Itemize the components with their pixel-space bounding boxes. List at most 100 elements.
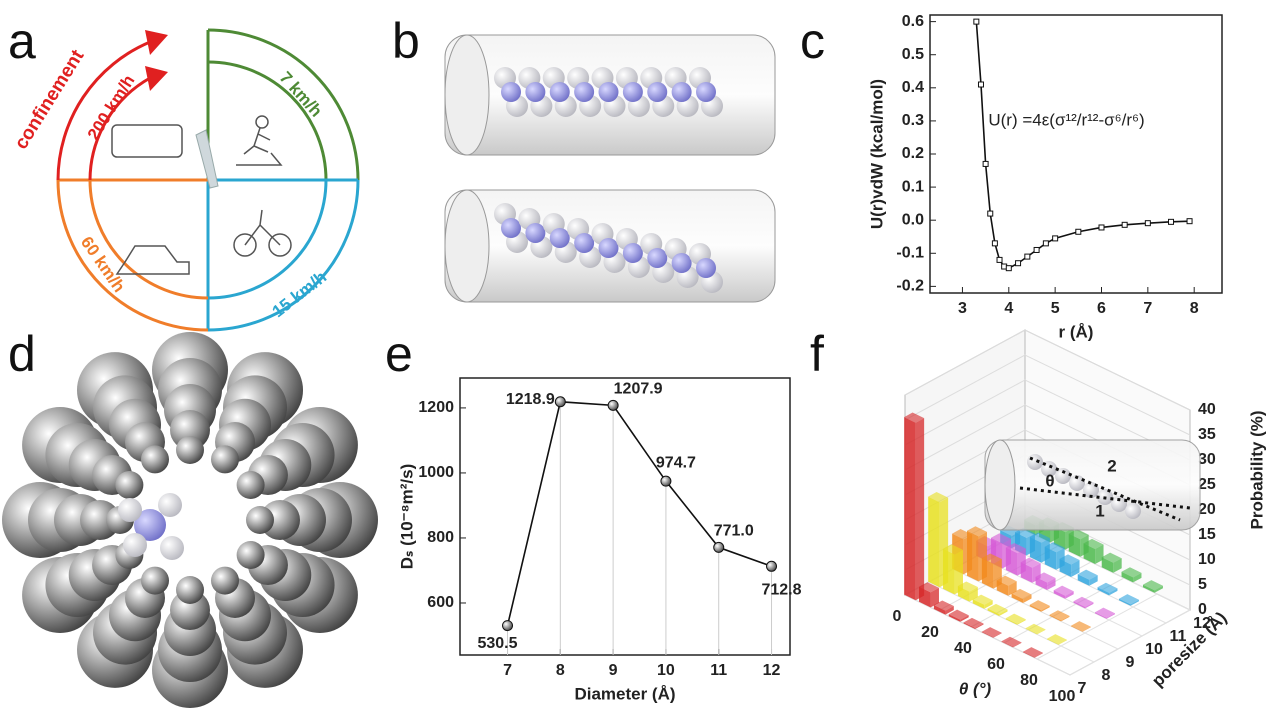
bar bbox=[904, 417, 916, 600]
marker bbox=[1043, 241, 1048, 246]
x-axis-label: θ (°) bbox=[959, 679, 992, 698]
z-tick-label: 20 bbox=[1198, 501, 1216, 518]
inset-label: θ bbox=[1045, 471, 1054, 490]
nanotube bbox=[2, 332, 378, 708]
x-tick-label: 20 bbox=[921, 624, 939, 641]
y-tick-label: 9 bbox=[1126, 654, 1135, 671]
marker bbox=[974, 19, 979, 24]
bar bbox=[967, 531, 979, 582]
x-tick-label: 8 bbox=[556, 662, 565, 679]
marker bbox=[767, 561, 777, 571]
atom bbox=[623, 82, 643, 102]
speed-label: 200 km/h bbox=[84, 72, 139, 144]
data-line bbox=[976, 22, 1189, 269]
x-tick-label: 11 bbox=[710, 662, 727, 679]
atom bbox=[672, 253, 692, 273]
marker bbox=[1099, 225, 1104, 230]
molecule-atom bbox=[123, 533, 147, 557]
carbon-atom bbox=[115, 471, 143, 499]
carbon-atom bbox=[237, 471, 265, 499]
atom bbox=[550, 228, 570, 248]
inset-atom bbox=[1125, 503, 1141, 519]
atom bbox=[647, 82, 667, 102]
marker bbox=[978, 82, 983, 87]
atom bbox=[525, 82, 545, 102]
panel-label: f bbox=[810, 326, 824, 382]
x-tick-label: 6 bbox=[1097, 300, 1106, 317]
bar bbox=[943, 549, 955, 595]
atom bbox=[696, 258, 716, 278]
tubes bbox=[445, 35, 775, 302]
y-tick-label: 1200 bbox=[418, 399, 454, 416]
marker bbox=[992, 241, 997, 246]
y-tick-label: 7 bbox=[1078, 680, 1087, 697]
marker bbox=[714, 542, 724, 552]
equation: U(r) =4ε(σ¹²/r¹²-σ⁶/r⁶) bbox=[988, 110, 1144, 129]
carbon-atom bbox=[141, 445, 169, 473]
y-axis-label: Dₛ (10⁻⁸m²/s) bbox=[397, 464, 416, 570]
arrow-head bbox=[145, 66, 168, 91]
panel-label: a bbox=[8, 13, 36, 69]
z-tick-label: 10 bbox=[1198, 551, 1216, 568]
runner-icon bbox=[236, 128, 281, 165]
figure: a b c d e f confinement 200 km/h 7 km/h bbox=[0, 0, 1279, 709]
x-tick-label: 12 bbox=[763, 662, 781, 679]
inset-label: 2 bbox=[1107, 456, 1116, 475]
atom bbox=[672, 82, 692, 102]
y-tick-label: -0.2 bbox=[896, 278, 924, 295]
bus-icon bbox=[112, 125, 182, 157]
atom bbox=[599, 82, 619, 102]
y-tick-label: 0.1 bbox=[902, 178, 924, 195]
z-tick-label: 40 bbox=[1198, 401, 1216, 418]
marker bbox=[1122, 222, 1127, 227]
panel-label: c bbox=[800, 13, 825, 69]
arc bbox=[208, 30, 358, 180]
x-tick-label: 9 bbox=[609, 662, 618, 679]
plot-frame bbox=[460, 378, 790, 655]
atom bbox=[574, 233, 594, 253]
x-tick-label: 3 bbox=[958, 300, 967, 317]
data-label: 974.7 bbox=[656, 454, 696, 471]
y-tick-label: 1000 bbox=[418, 464, 454, 481]
y-tick-label: 0.5 bbox=[902, 46, 924, 63]
x-tick-label: 100 bbox=[1049, 688, 1076, 705]
speed-label: 7 km/h bbox=[276, 68, 326, 121]
data-label: 1207.9 bbox=[614, 381, 663, 398]
data-label: 771.0 bbox=[714, 523, 754, 540]
panel-label: b bbox=[392, 13, 420, 69]
carbon-atom bbox=[176, 436, 204, 464]
carbon-atom bbox=[237, 541, 265, 569]
data-label: 530.5 bbox=[477, 635, 517, 652]
marker bbox=[1169, 219, 1174, 224]
carbon-atom bbox=[141, 567, 169, 595]
atom bbox=[525, 223, 545, 243]
atom bbox=[574, 82, 594, 102]
y-tick-label: 600 bbox=[427, 594, 454, 611]
marker bbox=[997, 257, 1002, 262]
arc bbox=[58, 180, 208, 330]
z-tick-label: 30 bbox=[1198, 451, 1216, 468]
atom bbox=[501, 82, 521, 102]
x-tick-label: 80 bbox=[1020, 672, 1038, 689]
marker bbox=[1034, 247, 1039, 252]
tube-end bbox=[445, 190, 489, 302]
bar-side bbox=[916, 418, 924, 600]
atom bbox=[550, 82, 570, 102]
marker bbox=[1076, 229, 1081, 234]
atom bbox=[647, 248, 667, 268]
molecule-atom bbox=[158, 493, 182, 517]
marker bbox=[988, 211, 993, 216]
marker bbox=[1145, 221, 1150, 226]
marker bbox=[503, 621, 513, 631]
x-tick-label: 4 bbox=[1004, 300, 1013, 317]
arrow-head bbox=[145, 30, 168, 55]
tube-end bbox=[445, 35, 489, 155]
x-tick-label: 60 bbox=[987, 656, 1005, 673]
x-axis-label: Diameter (Å) bbox=[574, 684, 675, 703]
y-tick-label: 10 bbox=[1145, 641, 1163, 658]
marker bbox=[661, 476, 671, 486]
y-tick-label: 0.6 bbox=[902, 13, 924, 30]
x-tick-label: 7 bbox=[1143, 300, 1152, 317]
y-axis-label: U(r)vdW (kcal/mol) bbox=[867, 79, 886, 229]
data-line bbox=[508, 402, 772, 626]
